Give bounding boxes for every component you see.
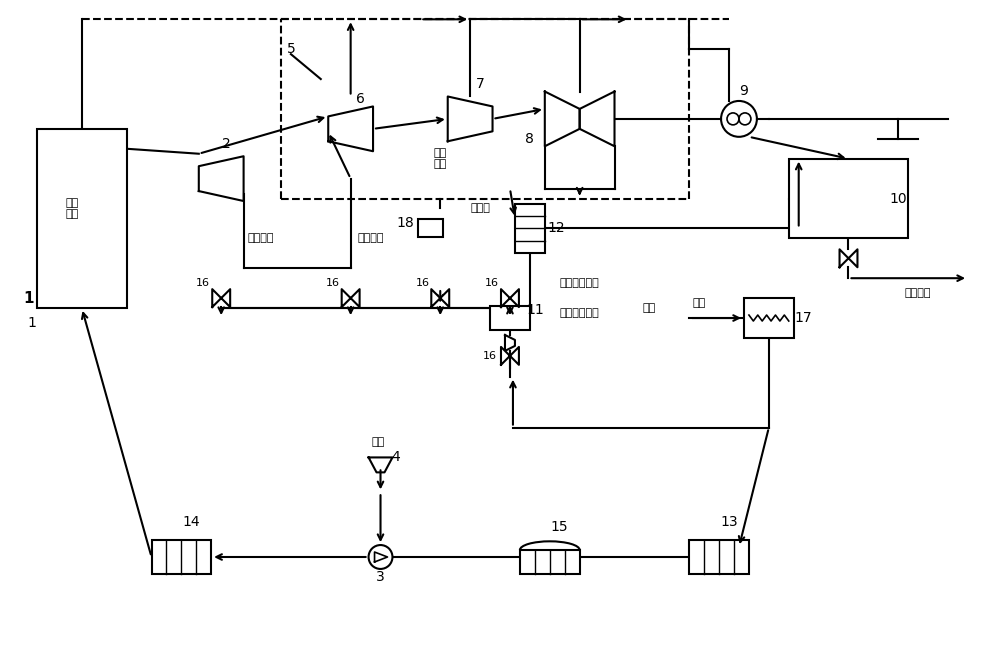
Text: 5: 5 <box>287 42 295 56</box>
Text: 16: 16 <box>483 351 497 361</box>
Polygon shape <box>369 457 392 472</box>
Text: 16: 16 <box>415 278 429 288</box>
Text: 12: 12 <box>548 222 565 235</box>
Text: 4: 4 <box>391 450 400 465</box>
Polygon shape <box>448 97 493 141</box>
Text: 17: 17 <box>795 311 813 325</box>
Text: 15: 15 <box>551 520 569 534</box>
Polygon shape <box>840 249 857 267</box>
Polygon shape <box>545 91 580 146</box>
Bar <box>789 159 908 238</box>
Polygon shape <box>580 91 615 146</box>
Text: 低压
旁路: 低压 旁路 <box>434 148 447 170</box>
Text: 去供热: 去供热 <box>470 203 490 213</box>
Text: 14: 14 <box>183 515 200 529</box>
Text: 11: 11 <box>526 303 544 317</box>
Polygon shape <box>199 156 244 201</box>
Text: 高压
旁路: 高压 旁路 <box>65 198 78 219</box>
Bar <box>418 220 443 237</box>
Polygon shape <box>328 106 373 151</box>
Polygon shape <box>431 289 449 307</box>
Bar <box>37 129 127 308</box>
Bar <box>744 298 794 338</box>
Text: 排汽: 排汽 <box>693 298 706 308</box>
Bar <box>152 540 211 574</box>
Text: 16: 16 <box>326 278 340 288</box>
Text: 3: 3 <box>376 570 385 584</box>
Polygon shape <box>501 347 519 365</box>
Text: 再热热段: 再热热段 <box>357 233 384 244</box>
Text: 工业蒸汽管道: 工业蒸汽管道 <box>560 278 599 288</box>
Text: 18: 18 <box>397 216 414 231</box>
Text: 9: 9 <box>740 84 748 98</box>
Text: 6: 6 <box>356 92 365 106</box>
Text: 机组热力系统: 机组热力系统 <box>560 308 599 318</box>
Text: 13: 13 <box>720 515 738 529</box>
Bar <box>520 550 580 574</box>
Polygon shape <box>212 289 230 307</box>
Text: 16: 16 <box>196 278 210 288</box>
Polygon shape <box>342 289 360 307</box>
Text: 7: 7 <box>476 77 484 91</box>
Text: 供热热网: 供热热网 <box>905 288 931 298</box>
Bar <box>689 540 749 574</box>
Text: 16: 16 <box>485 278 499 288</box>
Text: 1: 1 <box>28 316 36 330</box>
Bar <box>515 203 545 253</box>
Text: 2: 2 <box>222 137 231 151</box>
Text: 排汽: 排汽 <box>372 437 385 448</box>
Text: 10: 10 <box>889 192 907 205</box>
Text: 8: 8 <box>525 132 534 146</box>
Bar <box>490 306 530 330</box>
Circle shape <box>369 545 392 569</box>
Text: 再热冷段: 再热冷段 <box>248 233 274 244</box>
Text: 排汽: 排汽 <box>643 303 656 313</box>
Polygon shape <box>501 289 519 307</box>
Text: 1: 1 <box>24 290 34 306</box>
